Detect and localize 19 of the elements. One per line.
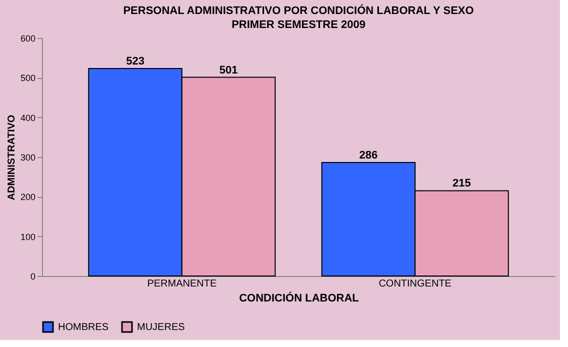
y-tick-label: 600	[20, 34, 36, 44]
data-label: 215	[452, 178, 471, 190]
legend-label: HOMBRES	[58, 322, 109, 333]
y-tick-label: 400	[20, 112, 36, 123]
data-label: 286	[359, 150, 378, 162]
chart-title: PERSONAL ADMINISTRATIVO POR CONDICIÓN LABORAL Y SEXO	[123, 4, 474, 17]
y-tick-label: 500	[20, 73, 36, 84]
y-tick-label: 0	[30, 272, 36, 282]
x-axis-title: CONDICIÓN LABORAL	[239, 292, 360, 304]
x-tick-label: PERMANENTE	[147, 278, 217, 290]
x-tick-label: CONTINGENTE	[378, 278, 452, 290]
chart-subtitle: PRIMER SEMESTRE 2009	[232, 19, 366, 31]
data-label: 523	[126, 56, 144, 68]
y-tick-label: 200	[20, 192, 36, 202]
legend-label: MUJERES	[137, 322, 186, 333]
data-label: 501	[219, 64, 238, 76]
y-tick-label: 100	[20, 232, 36, 242]
y-tick-label: 300	[20, 152, 36, 162]
y-axis-title: ADMINISTRATIVO	[6, 114, 18, 200]
